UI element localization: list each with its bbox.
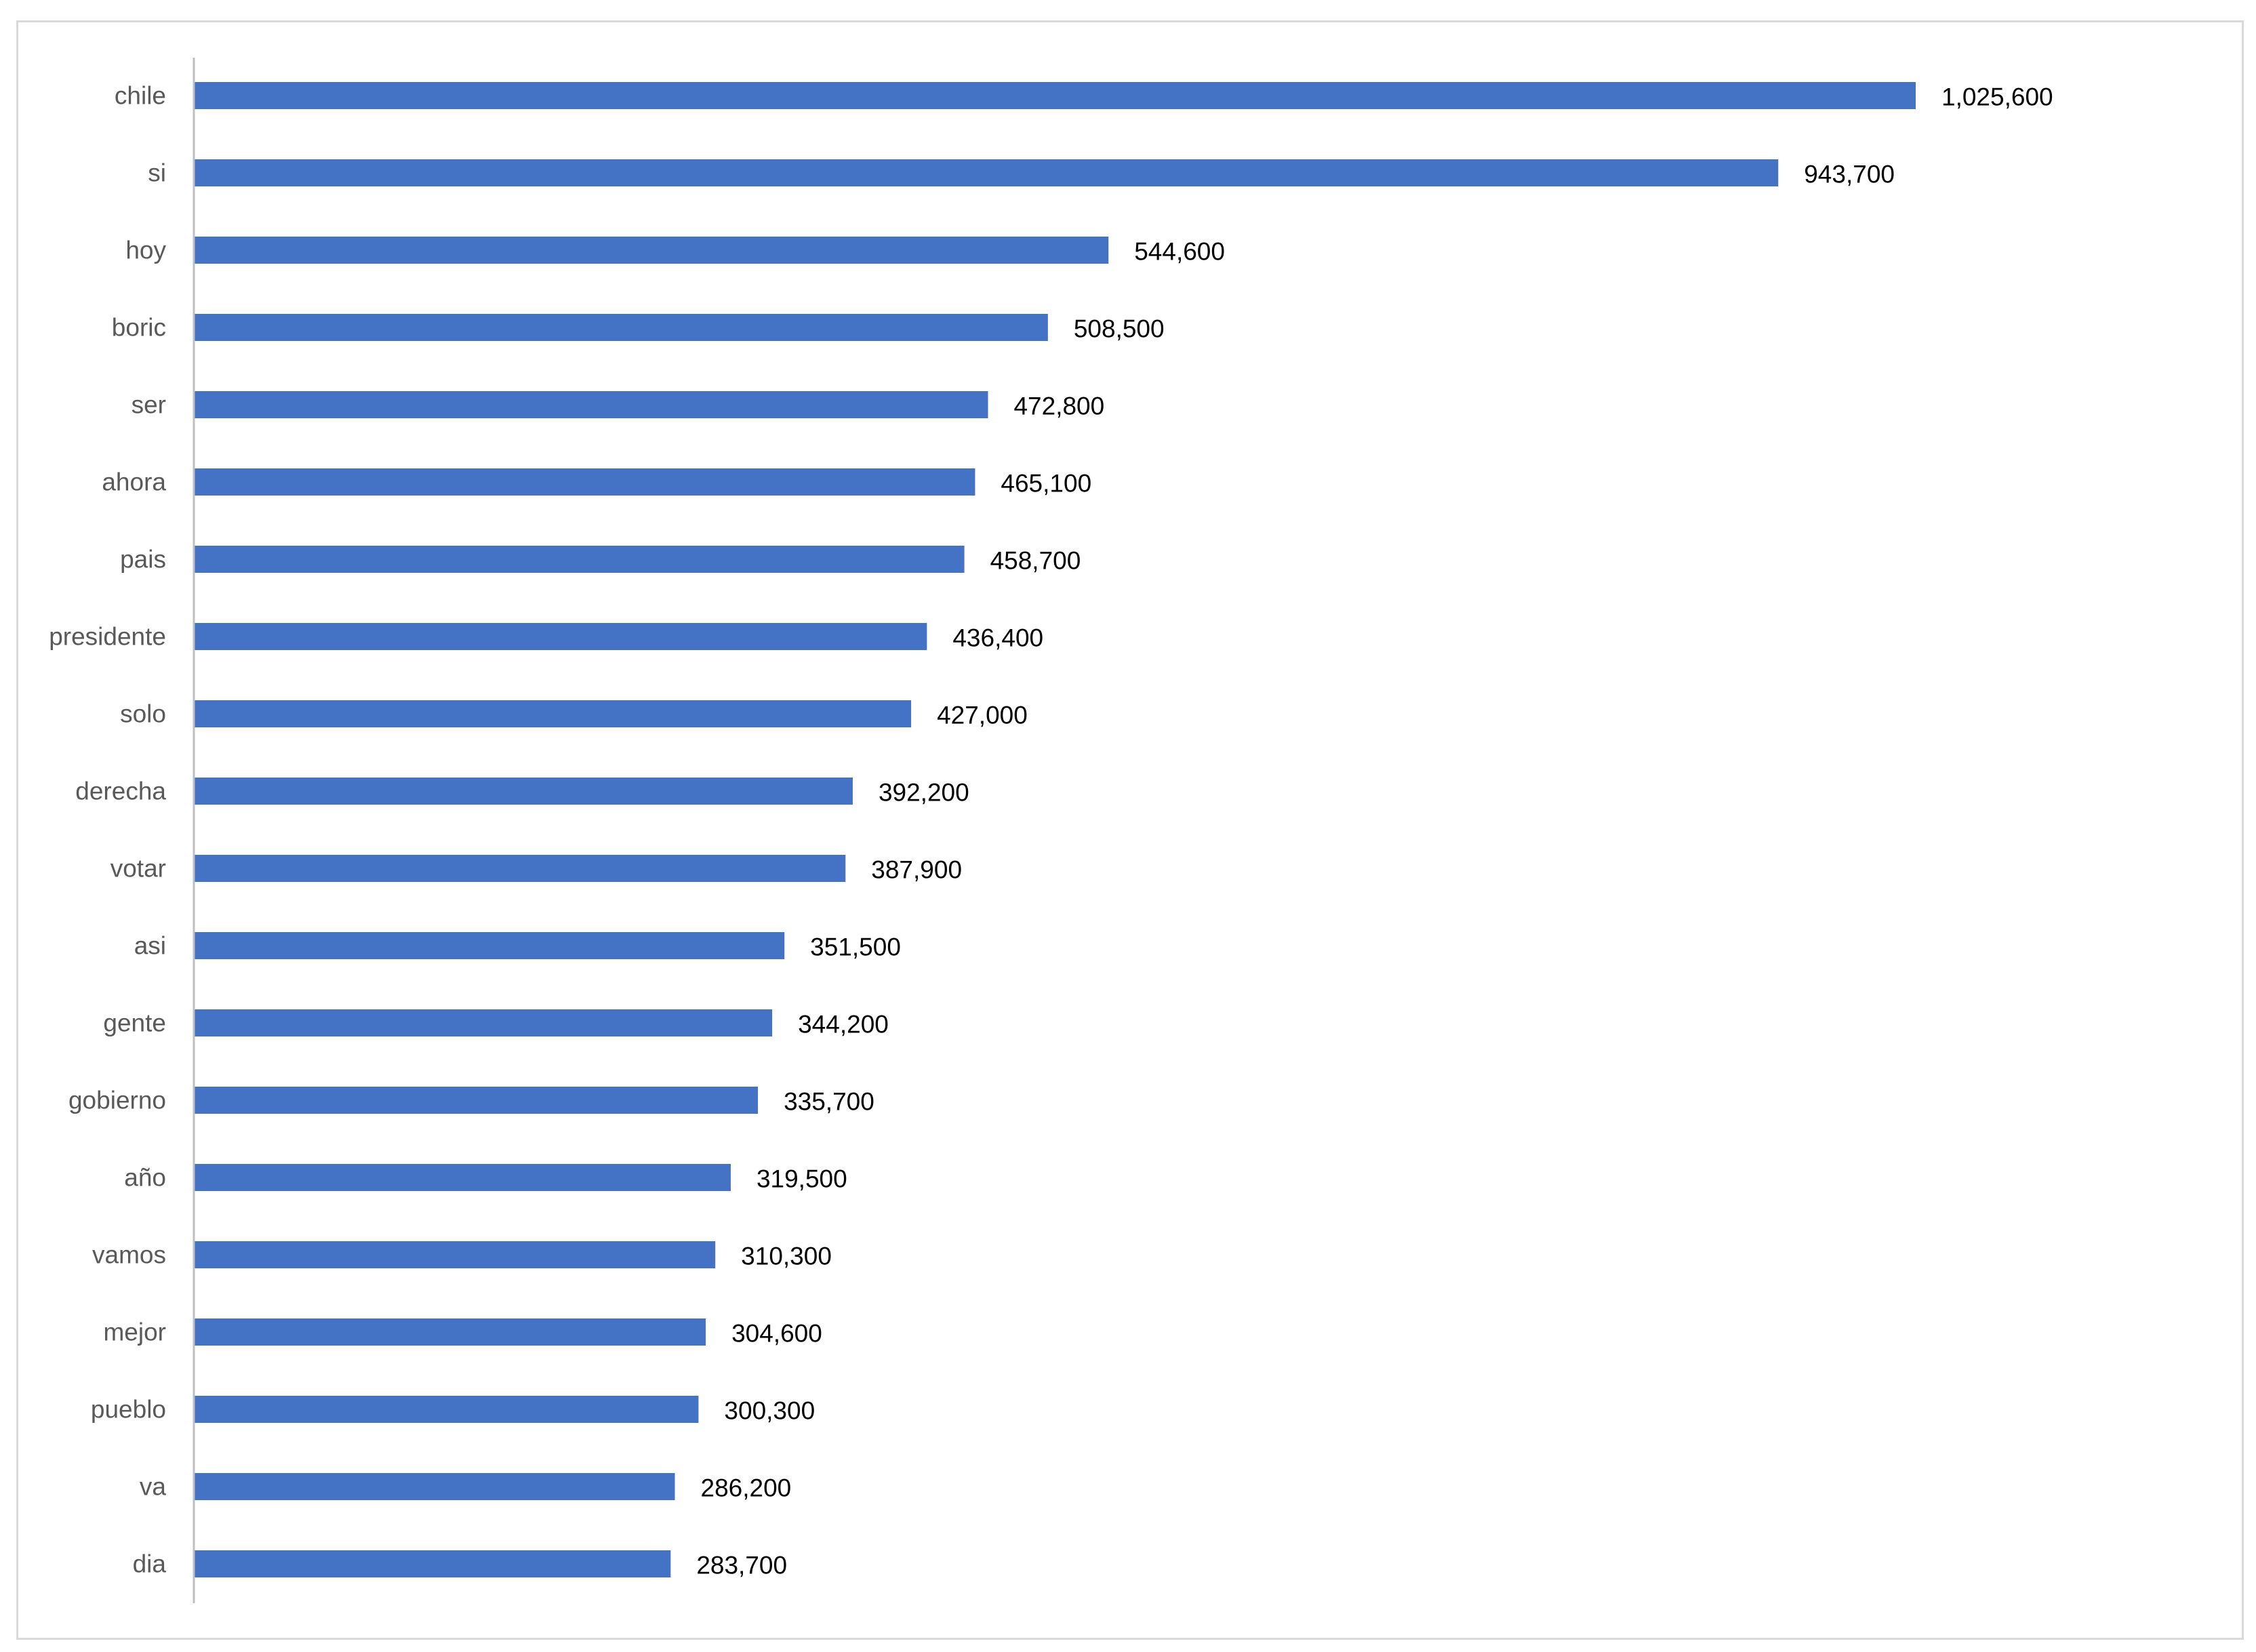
bar-10 [195,855,846,882]
bar-5 [195,468,975,496]
category-label: presidente [49,623,166,651]
category-label: ahora [102,468,166,496]
category-label: asi [134,932,166,960]
category-labels: chile si hoy boric ser ahora pais presidente sol… [49,82,166,1578]
bar-3 [195,314,1048,341]
bar-15 [195,1241,716,1268]
bar-11 [195,932,785,959]
category-label: solo [120,700,166,728]
value-label: 304,600 [731,1320,822,1348]
bar-7 [195,623,927,650]
value-label: 544,600 [1134,238,1225,266]
category-label: dia [133,1550,167,1578]
value-label: 472,800 [1013,392,1104,420]
chart-frame [16,20,2244,1640]
value-label: 1,025,600 [1941,83,2053,111]
bar-12 [195,1009,773,1036]
value-label: 387,900 [871,856,962,884]
value-label: 351,500 [810,933,901,961]
bar-13 [195,1087,759,1114]
bar-0 [195,82,1916,109]
value-label: 465,100 [1001,470,1091,498]
value-label: 427,000 [937,702,1028,729]
bar-6 [195,546,965,573]
category-label: gobierno [68,1087,166,1114]
category-label: chile [115,82,166,110]
value-label: 436,400 [952,624,1043,652]
value-label: 319,500 [757,1165,847,1193]
category-label: año [124,1164,166,1192]
value-label: 300,300 [724,1397,815,1425]
bars-layer [195,82,1916,1577]
bar-14 [195,1164,731,1191]
value-label: 508,500 [1074,315,1165,343]
bar-19 [195,1550,671,1577]
category-label: boric [112,314,166,342]
value-label: 310,300 [741,1243,832,1270]
bar-2 [195,237,1109,264]
bar-17 [195,1396,699,1423]
category-label: va [140,1473,167,1501]
value-label: 283,700 [696,1552,787,1579]
category-label: ser [132,391,166,419]
value-label: 286,200 [701,1474,792,1502]
category-label: vamos [92,1241,166,1269]
value-label: 335,700 [784,1088,874,1116]
value-label: 943,700 [1804,161,1895,188]
value-labels: 1,025,600 943,700 544,600 508,500 472,800 465… [696,83,2053,1579]
value-label: 344,200 [798,1011,889,1039]
bar-16 [195,1318,706,1346]
category-label: mejor [103,1318,166,1346]
bar-1 [195,159,1779,186]
bar-9 [195,778,853,805]
category-label: votar [110,855,166,883]
bar-4 [195,391,988,418]
category-label: pueblo [91,1396,166,1424]
value-label: 392,200 [879,779,969,807]
value-label: 458,700 [990,547,1081,575]
category-label: gente [103,1009,166,1037]
category-label: si [148,159,166,187]
category-label: derecha [75,778,166,805]
category-label: pais [120,546,166,573]
bar-8 [195,700,912,727]
bar-18 [195,1473,675,1500]
category-label: hoy [125,237,166,264]
